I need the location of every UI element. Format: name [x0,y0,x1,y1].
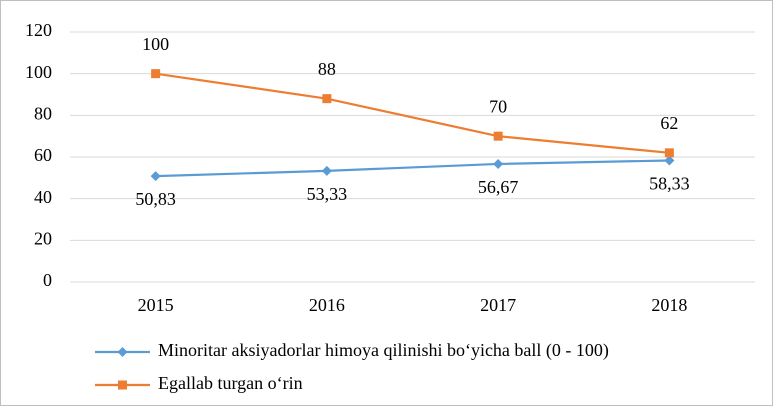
legend-label: Minoritar aksiyadorlar himoya qilinishi … [158,340,609,361]
data-label: 70 [489,96,507,116]
x-tick-label: 2017 [480,295,516,315]
marker [151,69,161,79]
y-tick-label: 120 [25,20,52,40]
marker [150,171,161,182]
data-label: 58,33 [649,174,690,194]
data-label: 62 [660,113,678,133]
y-tick-label: 100 [25,62,52,82]
marker [321,165,332,176]
legend-label: Egallab turgan o‘rin [158,373,303,393]
y-tick-label: 0 [43,270,52,290]
data-label: 56,67 [478,177,519,197]
marker [322,94,332,104]
series-line [155,159,670,178]
x-tick-label: 2016 [309,295,345,315]
data-label: 100 [142,34,169,54]
y-tick-label: 40 [34,187,52,207]
marker [664,148,674,158]
y-tick-label: 80 [34,103,52,123]
marker [117,347,128,357]
x-tick-label: 2018 [651,295,687,315]
data-label: 88 [318,59,336,79]
marker [664,155,675,166]
marker [493,131,503,141]
marker [493,158,504,169]
marker [118,380,127,390]
y-tick-label: 20 [34,228,52,248]
data-label: 53,33 [307,184,348,204]
series-line [155,72,670,154]
y-tick-label: 60 [34,145,52,165]
data-label: 50,83 [135,189,176,209]
x-tick-label: 2015 [138,295,174,315]
